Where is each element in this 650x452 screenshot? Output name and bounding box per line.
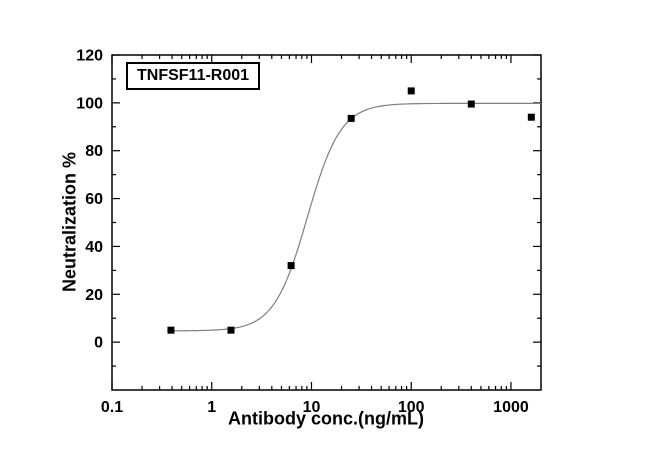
y-tick-label: 0 bbox=[94, 335, 103, 352]
x-axis-title: Antibody conc.(ng/mL) bbox=[228, 408, 424, 429]
x-tick-label: 1000 bbox=[493, 399, 529, 416]
data-point-marker bbox=[287, 262, 295, 270]
sample-label-box: TNFSF11-R001 bbox=[126, 62, 261, 90]
y-tick-label: 60 bbox=[85, 191, 103, 208]
plot-frame bbox=[111, 54, 542, 391]
data-point-marker bbox=[467, 100, 475, 108]
data-point-marker bbox=[167, 326, 175, 334]
x-tick-label: 0.1 bbox=[101, 399, 123, 416]
x-tick-label: 1 bbox=[207, 399, 216, 416]
data-point-marker bbox=[407, 87, 415, 95]
x-tick-label: 10 bbox=[303, 399, 321, 416]
y-tick-label: 100 bbox=[76, 95, 103, 112]
x-tick-label: 100 bbox=[398, 399, 425, 416]
data-point-marker bbox=[527, 113, 535, 121]
sample-label: TNFSF11-R001 bbox=[137, 67, 250, 84]
y-axis-title: Neutralization % bbox=[59, 151, 80, 293]
y-tick-label: 40 bbox=[85, 239, 103, 256]
data-point-marker bbox=[347, 114, 355, 122]
data-point-marker bbox=[227, 326, 235, 334]
y-tick-label: 20 bbox=[85, 287, 103, 304]
fit-curve bbox=[170, 102, 541, 332]
y-tick-label: 80 bbox=[85, 143, 103, 160]
y-tick-label: 120 bbox=[76, 48, 103, 65]
